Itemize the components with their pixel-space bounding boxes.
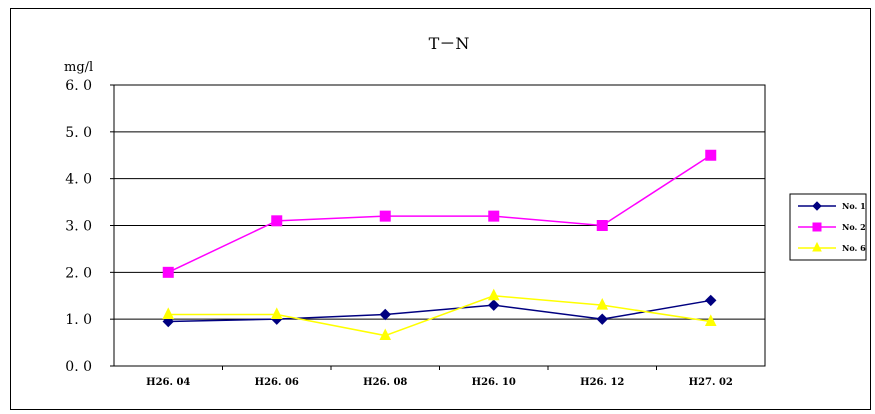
grid-lines [110,84,765,370]
legend-items: No. 1 No. 2 No. 6 [798,201,866,253]
data-point [271,215,283,227]
data-point [379,308,391,321]
data-point [705,149,717,161]
x-tick-label: H26. 04 [146,377,190,388]
y-tick-label: 0. 0 [65,359,92,375]
x-tick-label: H27. 02 [689,377,733,388]
data-point [812,241,822,252]
chart-title: T－N [429,34,470,53]
x-tick-label: H26. 06 [255,377,299,388]
legend-label: No. 1 [842,201,866,211]
x-tick-label: H26. 10 [472,377,516,388]
legend-label: No. 6 [842,243,866,253]
y-tick-label: 3. 0 [65,219,92,235]
series-no-6 [162,288,717,341]
data-point [488,210,500,222]
data-point [596,313,608,325]
data-point [596,297,609,310]
y-tick-label: 6. 0 [65,78,92,94]
data-point [488,299,500,311]
x-tick-label: H26. 08 [363,377,407,388]
x-tick-labels: H26. 04 H26. 06 H26. 08 H26. 10 H26. 12 H27. … [146,377,733,388]
data-point [596,220,608,231]
data-point [162,315,174,328]
series-line [168,299,711,323]
x-tick-label: H26. 12 [580,377,624,388]
data-point [812,222,822,232]
legend-item: No. 1 [798,201,866,211]
series-line [167,154,712,274]
y-tick-label: 2. 0 [65,265,92,281]
y-tick-label: 1. 0 [65,312,92,328]
legend-item: No. 2 [798,222,866,232]
y-tick-label: 4. 0 [65,172,92,188]
legend-item: No. 6 [798,241,866,253]
data-point [270,307,283,319]
data-point [705,294,717,307]
data-point [704,314,717,327]
series-lines [162,149,717,341]
data-point [379,210,391,222]
data-point [812,201,822,211]
data-point [162,307,175,319]
y-tick-labels: 0. 0 1. 0 2. 0 3. 0 4. 0 5. 0 6. 0 [65,78,92,375]
legend: No. 1 No. 2 No. 6 [789,193,867,261]
y-axis-label: mg/l [64,60,93,75]
data-point [162,266,174,278]
series-no-2 [162,149,717,278]
data-point [379,328,392,341]
y-tick-label: 5. 0 [65,125,92,141]
data-point [487,288,500,301]
legend-label: No. 2 [842,222,866,232]
series-line [168,294,711,337]
